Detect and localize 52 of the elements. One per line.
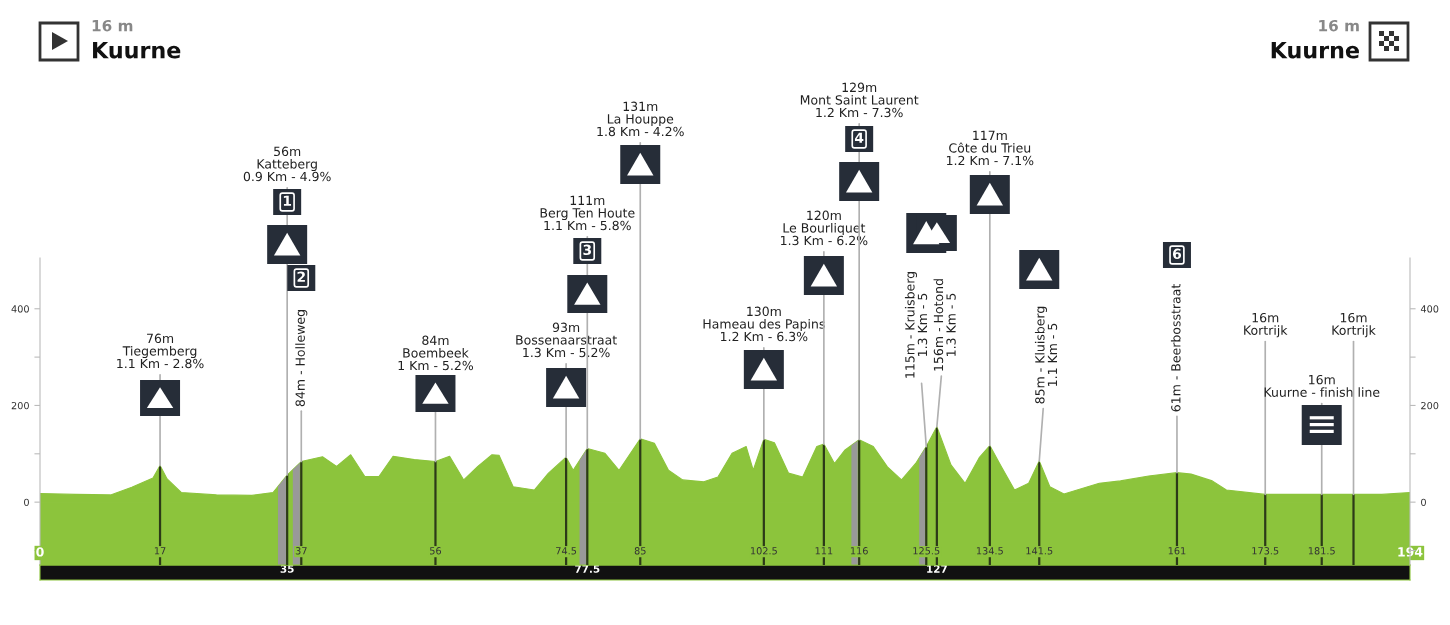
y2-tick-label: 200: [1421, 401, 1439, 410]
annotation: 16m Kuurne - finish line: [1264, 374, 1380, 397]
x-tick-label: 37: [295, 547, 307, 555]
x2-tick-label: 77.5: [575, 565, 600, 573]
x-tick-label: 102.5: [750, 547, 777, 555]
annotation: 85m - Kluisberg 1.1 Km - 5: [1034, 306, 1058, 404]
y-tick-label: 0: [24, 498, 29, 506]
annotation: 84m Boembeek 1 Km - 5.2%: [398, 335, 474, 371]
x2-tick-label: 127: [927, 564, 947, 573]
annotation: 76m Tiegemberg 1.1 Km - 2.8%: [117, 333, 204, 369]
x-tick-label: 173.5: [1252, 547, 1279, 555]
y-tick-label: 400: [11, 305, 29, 313]
x-tick-label: 181.5: [1308, 547, 1335, 555]
x-tick-label: 85: [634, 547, 646, 555]
annotation: 84m - Holleweg: [295, 310, 308, 407]
annotation: 115m - Kruisberg 1.3 Km - 5: [904, 272, 928, 378]
x-tick-label: 56: [430, 547, 442, 555]
y-tick-label: 200: [11, 401, 29, 410]
annotation: 2: [297, 271, 305, 282]
x-tick-label: 134.5: [976, 547, 1003, 555]
text: 1: [283, 195, 292, 206]
x-tick-label: 161: [1168, 547, 1186, 555]
annotation: 130m Hameau des Papins 1.2 Km - 6.3%: [703, 306, 825, 342]
annotation: 131m La Houppe 1.8 Km - 4.2%: [597, 101, 684, 137]
text: Kuurne: [93, 41, 181, 59]
x-tick-label: 194: [1398, 547, 1423, 557]
text: 3: [583, 244, 592, 256]
annotation: 93m Bossenaarstraat 1.3 Km - 5.2%: [516, 322, 617, 358]
x-tick-label: 141.5: [1026, 547, 1053, 555]
x-tick-label: 0: [36, 547, 44, 557]
annotation: 16m Kortrijk: [1244, 312, 1288, 338]
annotation: 120m Le Bourliquet 1.3 Km - 6.2%: [781, 210, 868, 246]
text: 16 m: [92, 19, 133, 32]
x-tick-label: 116: [850, 547, 868, 555]
annotation: 129m Mont Saint Laurent 1.2 Km - 7.3%: [800, 82, 919, 118]
annotation: 56m Katteberg 0.9 Km - 4.9%: [243, 146, 331, 182]
text: Kuurne: [1271, 41, 1359, 59]
annotation: 156m - Hotond 1.3 Km - 5: [933, 279, 956, 371]
annotation: 111m Berg Ten Houte 1.1 Km - 5.8%: [540, 195, 635, 231]
x-tick-label: 17: [154, 547, 166, 555]
x-tick-label: 111: [815, 547, 833, 555]
x-tick-label: 74.5: [556, 547, 577, 555]
x2-tick-label: 35: [280, 564, 294, 573]
x-tick-label: 125.5: [913, 547, 940, 555]
y2-tick-label: 0: [1421, 498, 1426, 506]
text: 4: [854, 132, 864, 143]
annotation: 16m Kortrijk: [1332, 312, 1376, 338]
annotation: 117m Côte du Trieu 1.2 Km - 7.1%: [946, 130, 1034, 166]
annotation: 6: [1172, 248, 1182, 260]
text: 16 m: [1319, 19, 1359, 32]
annotation: 61m - Beerbosstraat: [1170, 284, 1181, 412]
y2-tick-label: 400: [1420, 305, 1439, 313]
